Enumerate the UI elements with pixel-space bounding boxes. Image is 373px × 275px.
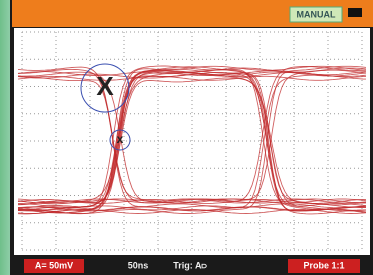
- scope-screenshot: MANUAL X x A= 50mV 50ns Trig: A⫐ Probe 1…: [0, 0, 373, 275]
- battery: [348, 8, 362, 17]
- trigger: Trig: A⫐: [173, 260, 207, 270]
- cursor-label-small: x: [117, 132, 124, 146]
- scope: MANUAL X x A= 50mV 50ns Trig: A⫐ Probe 1…: [0, 0, 373, 275]
- timebase: 50ns: [128, 260, 149, 270]
- mode-label: MANUAL: [297, 9, 336, 19]
- probe: Probe 1:1: [303, 260, 344, 270]
- cursor-label: X: [96, 71, 114, 101]
- channel-scale: A= 50mV: [35, 260, 73, 270]
